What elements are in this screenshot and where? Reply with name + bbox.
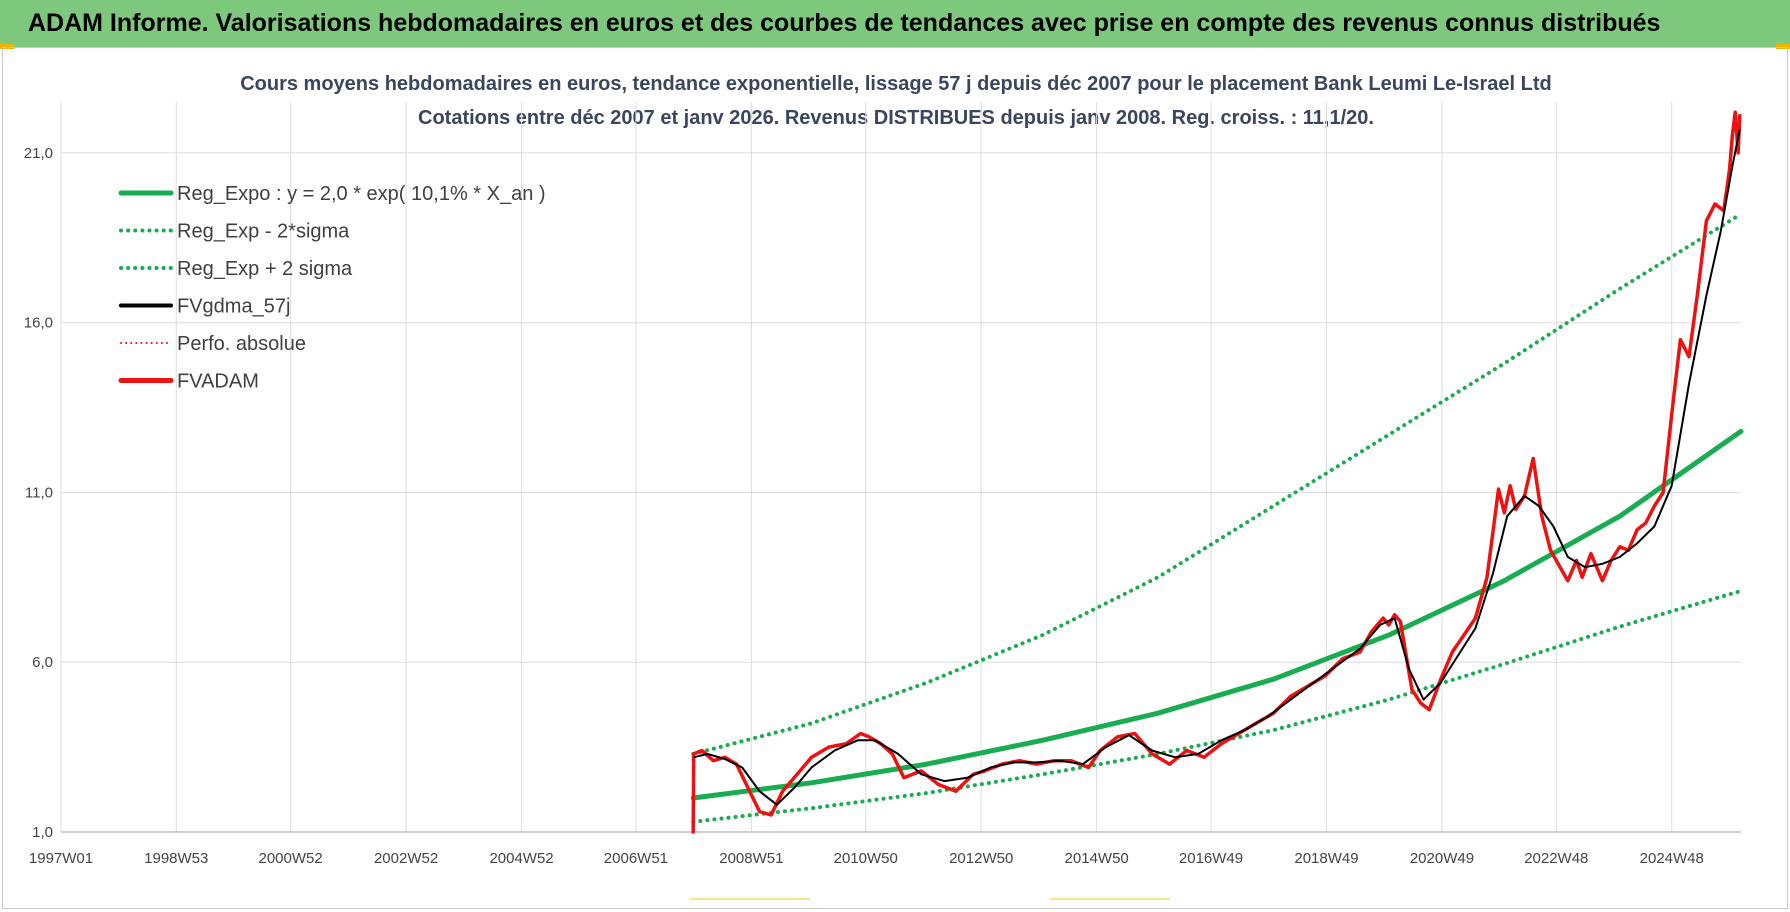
series-lines [690, 110, 1744, 834]
x-tick-label: 2020W49 [1410, 850, 1474, 867]
legend-label-gdma: FVgdma_57j [177, 296, 290, 318]
legend-label-fvadam: FVADAM [177, 371, 259, 393]
bottom-highlight-mark [1050, 898, 1170, 900]
banner-corner-right-mark [1776, 44, 1790, 49]
x-tick-label: 2022W48 [1524, 850, 1588, 867]
series-line-reg-expo [690, 428, 1744, 801]
axes: 1,0 6,0 11,0 16,0 21,0 1997W01 1998W53 2000W52 2… [24, 145, 1741, 867]
x-tick-label: 2024W48 [1640, 850, 1704, 867]
x-tick-label: 2008W51 [719, 850, 783, 867]
chart-title: Cours moyens hebdomadaires en euros, ten… [240, 73, 1552, 95]
x-tick-label: 2000W52 [259, 850, 323, 867]
banner-corner-left-mark [0, 44, 14, 49]
series-line-fvadam [691, 110, 1742, 834]
legend-label-perfo: Perfo. absolue [177, 333, 306, 355]
y-tick-label: 1,0 [32, 824, 53, 841]
x-tick-label: 2018W49 [1294, 850, 1358, 867]
series-line-gdma [693, 129, 1741, 806]
grid [60, 102, 1741, 833]
line-chart: Cours moyens hebdomadaires en euros, ten… [24, 73, 1744, 867]
x-tick-label: 2014W50 [1065, 850, 1129, 867]
legend: Reg_Expo : y = 2,0 * exp( 10,1% * X_an )… [118, 183, 546, 393]
x-tick-label: 2010W50 [834, 850, 898, 867]
series-line-reg-minus [691, 588, 1743, 824]
x-tick-label: 2004W52 [489, 850, 553, 867]
bottom-highlight-mark [690, 898, 810, 900]
x-tick-label: 2002W52 [374, 850, 438, 867]
x-tick-label: 2016W49 [1179, 850, 1243, 867]
series-line-reg-plus [691, 212, 1743, 756]
legend-label-reg-minus: Reg_Exp - 2*sigma [177, 221, 350, 243]
chart-frame: Cours moyens hebdomadaires en euros, ten… [2, 47, 1788, 909]
legend-label-reg-plus: Reg_Exp + 2 sigma [177, 258, 353, 280]
y-tick-label: 11,0 [25, 484, 53, 501]
x-tick-label: 1998W53 [144, 850, 208, 867]
report-banner-title: ADAM Informe. Valorisations hebdomadaire… [0, 0, 1790, 47]
y-tick-label: 16,0 [24, 315, 53, 332]
x-tick-label: 1997W01 [29, 850, 93, 867]
y-tick-label: 21,0 [24, 145, 53, 162]
legend-label-reg-expo: Reg_Expo : y = 2,0 * exp( 10,1% * X_an ) [177, 183, 546, 205]
x-tick-label: 2012W50 [949, 850, 1013, 867]
x-tick-label: 2006W51 [604, 850, 668, 867]
chart-subtitle: Cotations entre déc 2007 et janv 2026. R… [418, 107, 1374, 129]
y-tick-label: 6,0 [32, 654, 53, 671]
